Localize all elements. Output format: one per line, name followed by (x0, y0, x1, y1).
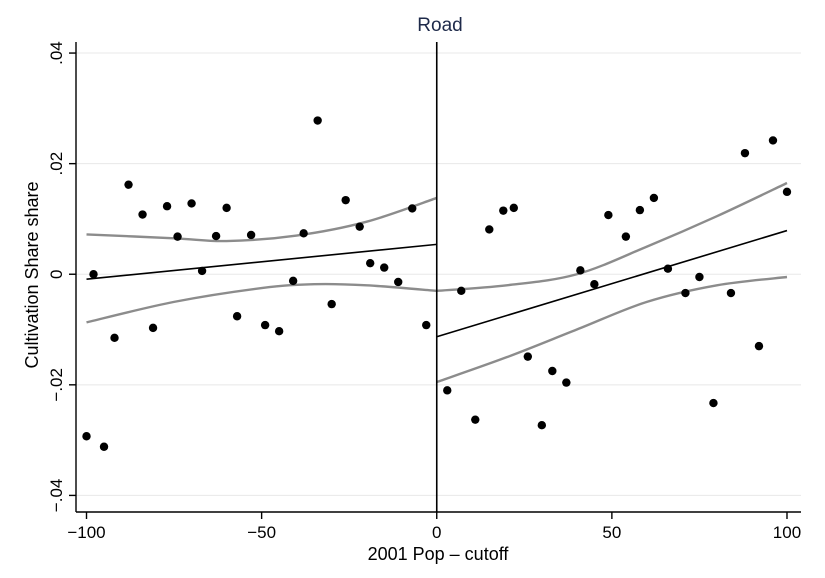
data-point-20 (327, 299, 336, 309)
data-point-50 (754, 341, 764, 351)
data-point-10 (197, 266, 207, 276)
data-point-6 (148, 323, 158, 333)
x-tick-label-3: 50 (602, 523, 621, 542)
data-point-48 (726, 288, 736, 298)
data-point-35 (537, 420, 547, 430)
data-point-18 (299, 229, 308, 238)
data-point-34 (523, 352, 533, 361)
x-tick-label-0: −100 (67, 523, 105, 542)
x-tick-label-2: 0 (432, 523, 441, 542)
y-axis-title: Cultivation Share share (22, 181, 42, 368)
x-tick-label-1: −50 (247, 523, 276, 542)
data-point-38 (576, 266, 585, 275)
data-point-25 (394, 277, 403, 287)
data-point-28 (443, 386, 452, 395)
data-point-11 (211, 231, 221, 241)
data-point-41 (621, 232, 631, 241)
data-point-32 (499, 206, 508, 215)
x-axis-title: 2001 Pop – cutoff (368, 544, 510, 564)
y-tick-label-4: .04 (47, 41, 66, 65)
ci-left-upper (86, 196, 438, 243)
data-point-36 (548, 366, 557, 376)
data-point-37 (562, 378, 571, 387)
data-point-9 (187, 199, 196, 208)
data-point-51 (768, 136, 778, 145)
data-point-27 (422, 320, 431, 330)
y-tick-label-0: −.04 (47, 479, 66, 513)
fit-lines (86, 229, 788, 338)
y-tick-label-2: 0 (47, 270, 66, 279)
data-point-8 (173, 232, 182, 241)
ci-left-lower (86, 282, 437, 324)
ci-right-upper (436, 181, 788, 293)
data-point-46 (695, 272, 704, 282)
data-point-15 (260, 320, 270, 330)
data-point-22 (355, 222, 364, 231)
data-point-2 (99, 442, 109, 451)
data-point-23 (366, 258, 375, 268)
data-points (82, 116, 792, 451)
data-point-44 (663, 264, 673, 273)
data-point-45 (681, 288, 690, 298)
data-point-47 (709, 398, 718, 408)
chart-title: Road (417, 15, 462, 36)
data-point-7 (162, 202, 172, 211)
data-point-12 (222, 203, 231, 213)
data-point-24 (380, 263, 389, 272)
data-point-21 (341, 195, 350, 205)
data-point-26 (408, 204, 417, 213)
data-point-0 (82, 432, 91, 441)
y-axis-ticks: −.04 −.02 0 .02 .04 (47, 41, 76, 512)
data-point-14 (246, 230, 256, 240)
axes (75, 42, 801, 513)
data-point-1 (89, 270, 98, 279)
data-point-29 (457, 286, 466, 296)
data-point-5 (138, 210, 147, 219)
data-point-33 (509, 203, 519, 213)
data-point-42 (635, 205, 645, 215)
fit-line-right (436, 229, 788, 338)
data-point-31 (485, 225, 494, 234)
data-point-40 (604, 210, 613, 220)
data-point-16 (274, 326, 284, 336)
data-point-30 (471, 415, 480, 424)
grid-lines (76, 52, 801, 496)
data-point-43 (649, 193, 659, 203)
fit-line-left (86, 243, 437, 281)
data-point-13 (232, 312, 242, 321)
data-point-39 (590, 279, 599, 289)
y-tick-label-1: −.02 (47, 368, 66, 402)
data-point-3 (110, 333, 119, 343)
data-point-17 (288, 276, 298, 286)
data-point-19 (313, 116, 322, 125)
data-point-49 (740, 148, 750, 158)
x-tick-label-4: 100 (773, 523, 801, 542)
data-point-4 (124, 180, 133, 189)
x-axis-ticks: −100 −50 0 50 100 (67, 512, 801, 542)
y-tick-label-3: .02 (47, 152, 66, 176)
ci-right-lower (436, 275, 788, 384)
data-point-52 (782, 187, 792, 197)
confidence-bands (86, 181, 788, 384)
